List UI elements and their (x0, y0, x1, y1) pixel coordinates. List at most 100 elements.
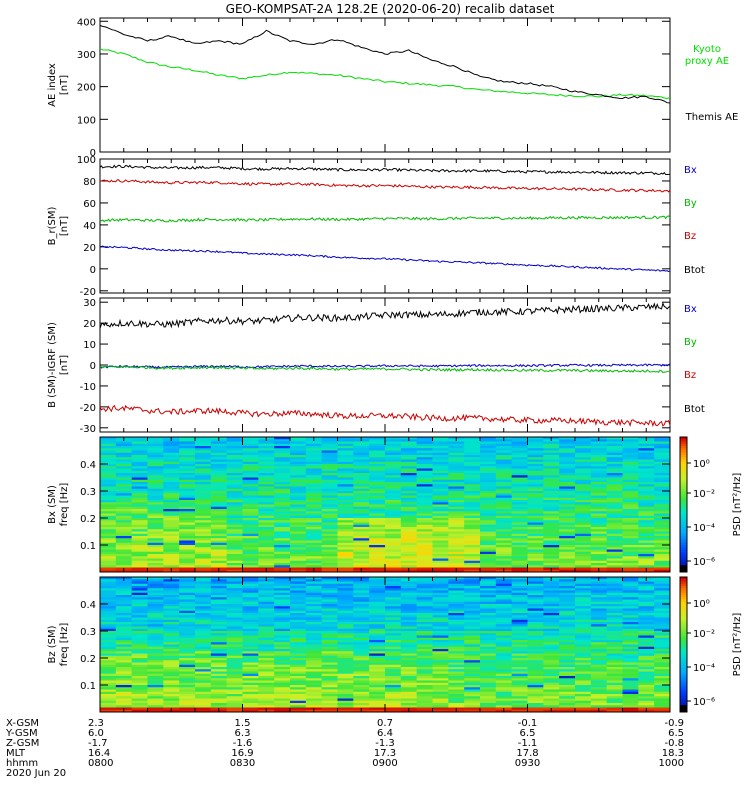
bzspec-cell (385, 653, 402, 657)
bxspec-colorbar-segment (680, 455, 687, 458)
bzspec-colorbar-segment (680, 579, 687, 582)
bxspec-cell (495, 529, 513, 532)
bxspec-cell (210, 441, 228, 445)
bzspec-cell (290, 613, 307, 616)
bzspec-cell (321, 662, 338, 666)
bzspec-cell (575, 703, 592, 706)
bxspec-cell (464, 488, 481, 492)
bzspec-cell (195, 676, 212, 679)
bzspec-cell (575, 604, 592, 607)
bxspec-cell (622, 547, 639, 550)
bzspec-cell (242, 689, 259, 693)
bxspec-cell (464, 558, 481, 562)
bxspec-cell (448, 495, 465, 499)
bxspec-cell (511, 448, 528, 451)
bzspec-cell (337, 649, 354, 652)
bzspec-cell (638, 590, 655, 594)
bxspec-cell (290, 437, 307, 440)
bzspec-cell (400, 628, 418, 632)
bxspec-cell (321, 511, 338, 514)
bzspec-cell (131, 678, 148, 681)
bxspec-cell (527, 473, 544, 476)
bzspec-cell (369, 579, 386, 582)
bzspec-cell (337, 653, 354, 657)
bxspec-cell (622, 461, 639, 465)
bzspec-cell (274, 653, 291, 657)
bxspec-cell (495, 466, 513, 469)
bxspec-cell (353, 533, 370, 537)
bxspec-cell (511, 479, 528, 483)
bzspec-cell (448, 601, 465, 605)
bxspec-cell (654, 497, 671, 501)
bzspec-cell (290, 709, 307, 713)
bzspec-cell (400, 698, 418, 702)
bzspec-cell (527, 635, 544, 639)
bzspec-cell (464, 700, 481, 704)
ae-ytick-label: 400 (77, 17, 96, 28)
bxspec-cell (543, 522, 560, 526)
bzspec-cell (575, 669, 592, 672)
bxspec-cell (527, 531, 544, 535)
bzspec-cell (147, 613, 164, 616)
bzspec-cell (527, 586, 544, 589)
bzspec-cell (242, 691, 259, 695)
bzspec-cell (590, 631, 608, 634)
bxspec-cell (195, 461, 212, 465)
bxspec-cell (226, 536, 243, 539)
bxspec-cell (147, 551, 164, 555)
bzspec-cell (606, 610, 623, 614)
bzspec-cell (416, 608, 433, 612)
bzspec-cell (448, 637, 465, 641)
bzspec-cell (337, 599, 354, 603)
bzspec-cell (353, 669, 370, 672)
ephemeris-value: 6.3 (235, 728, 251, 739)
bzspec-cell (385, 707, 402, 711)
bzspec-cell (385, 669, 402, 672)
bigrf-legend-entry: Btot (684, 404, 705, 415)
bxspec-cell (480, 446, 497, 449)
bxspec-cell (575, 520, 592, 523)
bzspec-cell (464, 687, 481, 690)
bxspec-cell (290, 549, 307, 553)
bxspec-cell (337, 511, 354, 514)
bxspec-cell (654, 457, 671, 460)
bzspec-cell (179, 705, 196, 708)
bxspec-ytick-label: 0.1 (80, 541, 96, 552)
bzspec-cell (290, 649, 307, 652)
bxspec-cell (559, 439, 576, 442)
bzspec-cell (147, 592, 164, 596)
bzspec-cell (606, 642, 623, 645)
ae-ylabel: [nT] (59, 75, 70, 95)
bxspec-cell (606, 538, 623, 541)
bzspec-cell (575, 700, 592, 704)
bxspec-cell (464, 441, 481, 445)
bxspec-colorbar-segment (680, 563, 687, 566)
bxspec-cell (575, 506, 592, 510)
bxspec-cell (543, 529, 560, 532)
bzspec-cell (464, 601, 481, 605)
bxspec-cell (274, 538, 291, 541)
bxspec-cell (654, 558, 671, 562)
bxspec-cell (416, 500, 433, 503)
bzspec-cell (654, 685, 671, 688)
bzspec-cell (369, 583, 386, 587)
bxspec-cell (305, 518, 323, 521)
bzspec-cell (321, 599, 338, 603)
bxspec-cell (305, 491, 323, 494)
bzspec-cell (321, 703, 338, 706)
bsm-ytick-label: 80 (83, 177, 96, 188)
bxspec-cell (100, 470, 117, 474)
bsm-legend-entry: By (684, 198, 697, 209)
ephemeris-value: 6.5 (668, 728, 684, 739)
bxspec-cell (622, 497, 639, 501)
bzspec-cell (147, 709, 164, 713)
bxspec-cell (622, 495, 639, 499)
bxspec-cell (115, 536, 133, 539)
bzspec-cell (480, 691, 497, 695)
bxspec-cell (638, 448, 655, 451)
bzspec-cell (527, 626, 544, 630)
bzspec-cell (654, 595, 671, 598)
bxspec-cell (559, 558, 576, 562)
bxspec-cell (527, 527, 544, 530)
